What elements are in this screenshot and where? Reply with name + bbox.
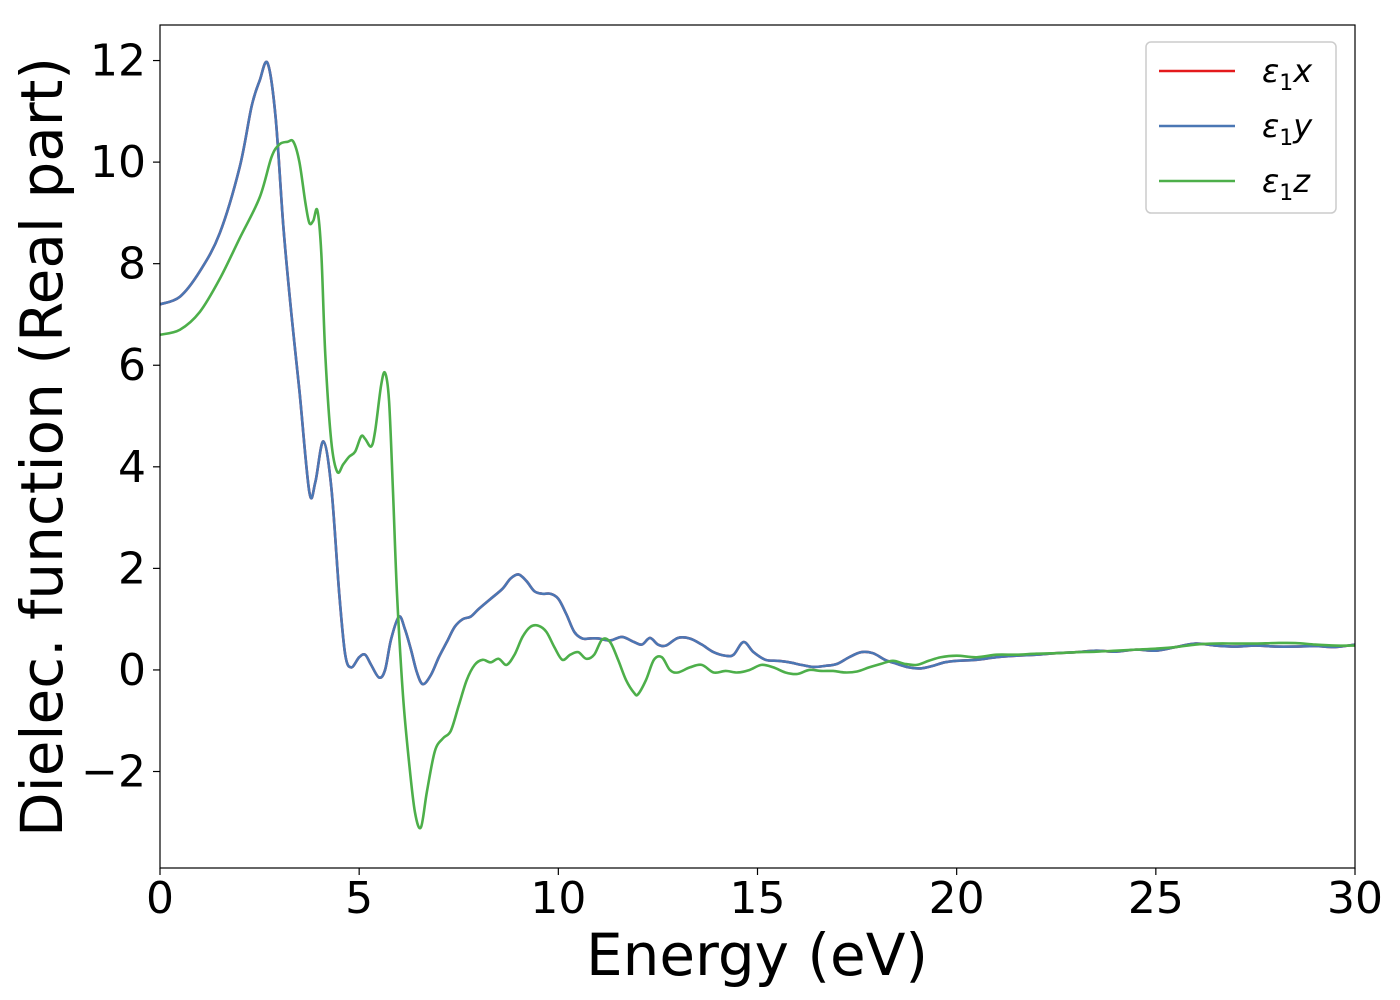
y-axis-title: Dielec. function (Real part) [8,57,76,837]
legend-items: ε1x ε1y ε1z [1159,52,1313,206]
y-tick-label: 0 [118,645,146,696]
x-axis-ticks: 0 5 10 15 20 25 30 [146,868,1383,924]
legend-box [1145,41,1337,214]
x-tick-label: 0 [146,873,174,924]
y-tick-label: 2 [118,543,146,594]
y-tick-label: 4 [118,442,146,493]
y-axis-ticks: −2 0 2 4 6 8 10 12 [81,36,160,798]
y-tick-label: 12 [90,36,146,87]
x-tick-label: 5 [345,873,373,924]
legend-label-z: ε1z [1262,162,1311,206]
x-tick-label: 10 [530,873,586,924]
y-tick-label: −2 [81,747,146,798]
y-tick-label: 10 [90,137,146,188]
legend: ε1x ε1y ε1z [1145,41,1337,214]
y-tick-label: 6 [118,340,146,391]
x-tick-label: 20 [929,873,985,924]
series-line-z [160,138,1355,830]
x-tick-label: 15 [730,873,786,924]
series-layer [160,60,1355,830]
legend-label-y: ε1y [1262,107,1313,151]
x-tick-label: 30 [1327,873,1383,924]
legend-label-x: ε1x [1262,52,1313,96]
y-tick-label: 8 [118,239,146,290]
x-axis-title: Energy (eV) [586,921,928,989]
x-tick-label: 25 [1128,873,1184,924]
